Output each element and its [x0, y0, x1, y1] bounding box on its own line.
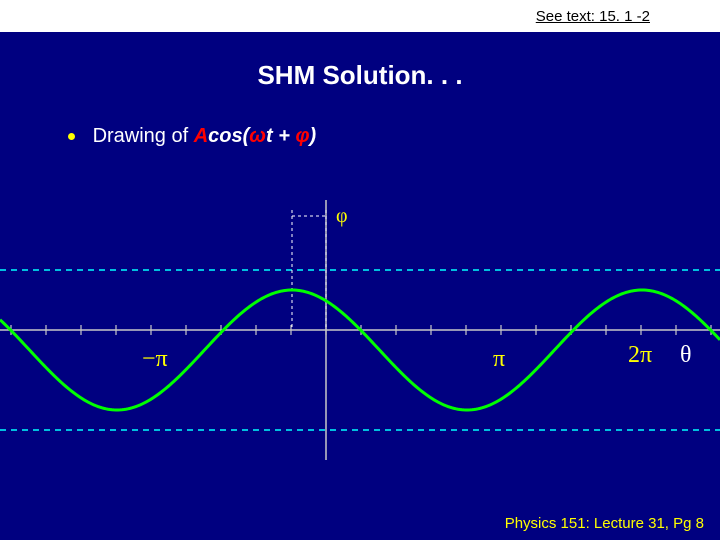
header-reference: See text: 15. 1 -2: [536, 8, 650, 25]
slide: See text: 15. 1 -2 SHM Solution. . . Dra…: [0, 0, 720, 540]
slide-title: SHM Solution. . .: [0, 60, 720, 91]
svg-text:π: π: [493, 346, 505, 372]
bullet-row: Drawing of Acos(ωt + φ): [68, 125, 316, 148]
svg-text:2π: 2π: [628, 342, 652, 368]
shm-chart: φ −π π 2π θ: [0, 200, 720, 460]
slide-footer: Physics 151: Lecture 31, Pg 8: [505, 515, 704, 532]
bullet-text: Drawing of Acos(ωt + φ): [93, 125, 317, 147]
svg-text:θ: θ: [680, 342, 692, 368]
svg-text:φ: φ: [336, 205, 348, 227]
svg-text:−π: −π: [142, 346, 168, 372]
bullet-dot-icon: [68, 133, 75, 140]
